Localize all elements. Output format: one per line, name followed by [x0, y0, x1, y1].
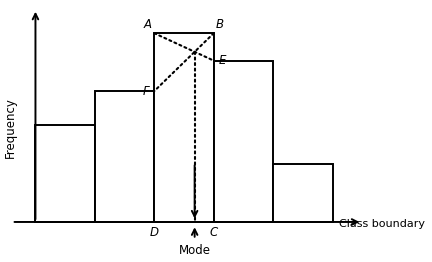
Text: C: C [210, 226, 218, 239]
Text: D: D [150, 226, 159, 239]
Text: Mode: Mode [179, 244, 211, 257]
Text: E: E [219, 54, 226, 67]
Bar [273, 164, 333, 222]
Text: Class boundary: Class boundary [339, 219, 425, 229]
Text: F: F [143, 85, 149, 97]
Bar [35, 124, 95, 222]
Text: A: A [144, 18, 152, 31]
Text: Frequency: Frequency [4, 97, 17, 158]
Bar [214, 61, 273, 222]
Bar [95, 91, 154, 222]
Text: B: B [216, 18, 224, 31]
Bar [154, 33, 214, 222]
